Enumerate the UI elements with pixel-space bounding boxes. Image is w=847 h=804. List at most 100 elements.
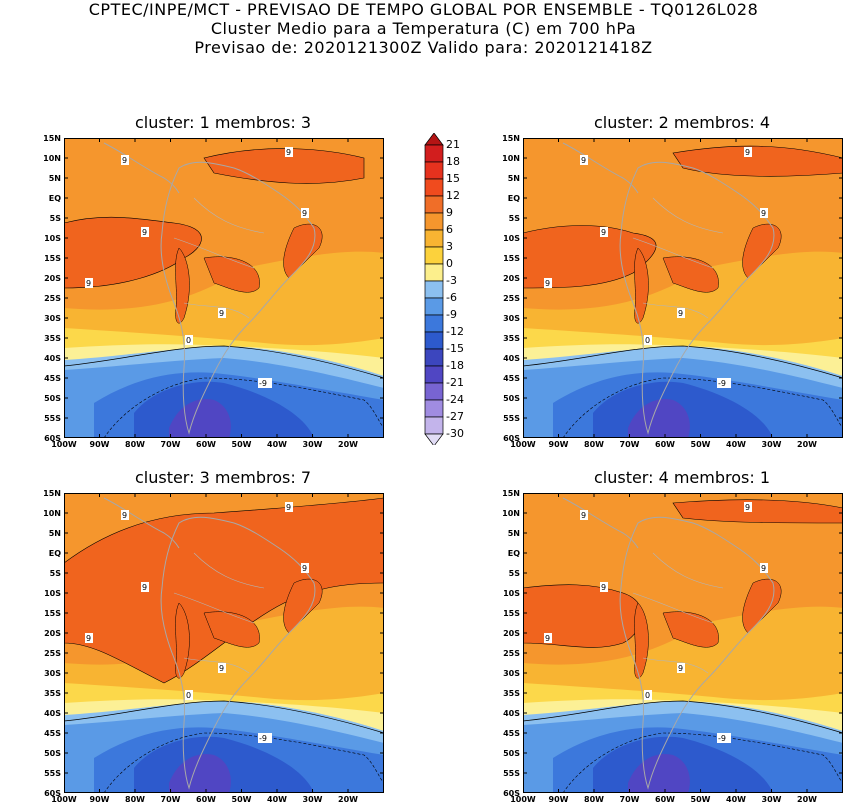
lat-label: 40S [44,354,61,363]
lon-label: 70W [160,440,181,449]
lon-label: 40W [726,795,746,804]
lat-label: 10N [43,509,61,518]
lon-label: 60W [655,795,675,804]
colorbar-swatch [424,212,444,231]
contour-label: 0 [645,336,650,345]
lat-label: 5N [48,529,61,538]
contour-label: 9 [302,209,307,218]
lon-label: 60W [655,440,675,449]
lat-label: 35S [44,689,61,698]
lat-label: 10S [503,589,520,598]
lat-label: 5S [508,569,520,578]
lat-label: 20S [503,629,520,638]
lon-label: 90W [548,795,569,804]
contour-label: 9 [581,511,586,520]
contour-label: 9 [286,503,291,512]
lon-label: 20W [797,795,817,804]
contour-label: 9 [86,279,91,288]
lat-label: 60S [503,789,520,798]
lat-label: 55S [503,769,520,778]
temperature-map-3: 9 9 9 9 9 9 0 -9 [64,493,384,793]
lat-label: EQ [507,549,520,558]
lat-label: 10N [502,509,520,518]
lon-label: 40W [267,440,287,449]
lon-label: 40W [267,795,287,804]
map-panel-3: 9 9 9 9 9 9 0 -9 [64,493,384,793]
lat-label: 45S [503,729,520,738]
colorbar-swatch [424,161,444,180]
contour-label: 9 [545,634,550,643]
lon-label: 100W [51,440,77,449]
contour-label: 9 [678,664,683,673]
contour-label: 9 [86,634,91,643]
lat-label: 5S [49,569,61,578]
lat-label: 15S [503,609,520,618]
lat-label: 5S [508,214,520,223]
lat-label: EQ [48,549,61,558]
lat-label: 15S [503,254,520,263]
lat-label: 55S [503,414,520,423]
lat-label: 25S [503,649,520,658]
colorbar-label: 15 [446,172,460,185]
colorbar-swatch [424,280,444,299]
colorbar-label: -3 [446,274,457,287]
contour-label: 9 [142,228,147,237]
colorbar-swatch [424,246,444,265]
lon-label: 70W [619,440,640,449]
lon-label: 90W [89,795,110,804]
lon-label: 80W [125,440,145,449]
lat-label: 10N [502,154,520,163]
lon-label: 60W [196,795,216,804]
lon-label: 60W [196,440,216,449]
lat-label: 15S [44,254,61,263]
colorbar-graphic [424,133,444,445]
colorbar-swatch [424,348,444,367]
lon-label: 100W [510,440,536,449]
lon-label: 30W [761,795,782,804]
colorbar-label: -27 [446,410,464,423]
temperature-map-1: 9 9 9 9 9 9 0 -9 [64,138,384,438]
colorbar-label: -18 [446,359,464,372]
lat-label: 60S [44,434,61,443]
temperature-map-2: 9 9 9 9 9 9 0 -9 [523,138,843,438]
lat-label: 30S [503,669,520,678]
temperature-map-4: 9 9 9 9 9 9 0 -9 [523,493,843,793]
lon-label: 40W [726,440,746,449]
lon-label: 30W [302,795,323,804]
colorbar-label: -9 [446,308,457,321]
lat-label: 10S [44,589,61,598]
panel-title-2: cluster: 2 membros: 4 [593,113,771,132]
contour-label: 9 [745,148,750,157]
colorbar-swatch [424,144,444,163]
map-panel-4: 9 9 9 9 9 9 0 -9 [523,493,843,793]
lat-label: 25S [44,649,61,658]
contour-label: 9 [219,309,224,318]
colorbar-label: 3 [446,240,453,253]
lat-label: 35S [44,334,61,343]
contour-label: 9 [761,564,766,573]
lon-label: 20W [338,795,358,804]
lat-label: 40S [503,709,520,718]
lat-label: 60S [44,789,61,798]
contour-label: 0 [186,691,191,700]
map-panel-1: 9 9 9 9 9 9 0 -9 [64,138,384,438]
lon-label: 100W [510,795,536,804]
colorbar-label: -24 [446,393,464,406]
header-line-2: Cluster Medio para a Temperatura (C) em … [210,19,637,38]
colorbar-swatch [424,399,444,418]
colorbar-label: 6 [446,223,453,236]
lon-label: 20W [338,440,358,449]
colorbar-label: 21 [446,138,460,151]
lon-label: 50W [690,795,711,804]
contour-label: 9 [761,209,766,218]
colorbar-swatch [424,416,444,435]
contour-label: 9 [745,503,750,512]
colorbar-swatch [424,195,444,214]
colorbar-swatch [424,331,444,350]
contour-label: 9 [581,156,586,165]
lat-label: 35S [503,689,520,698]
lon-label: 50W [231,795,252,804]
lat-label: 20S [44,274,61,283]
colorbar-swatch [424,382,444,401]
lon-label: 80W [584,795,604,804]
